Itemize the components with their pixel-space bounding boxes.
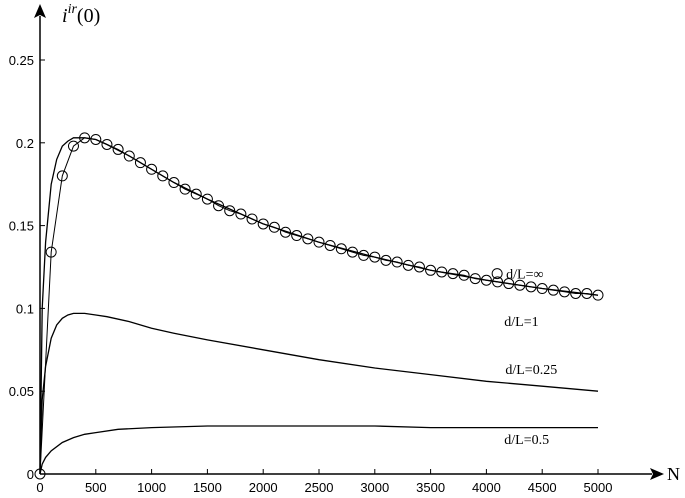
- data-point: [335, 243, 347, 255]
- data-point: [291, 230, 303, 242]
- data-point: [56, 170, 68, 182]
- series-3: [39, 312, 599, 475]
- data-point: [90, 133, 102, 145]
- curve-label: d/L=1: [504, 315, 538, 330]
- curve-label: d/L=∞: [506, 268, 543, 283]
- data-point: [235, 208, 247, 220]
- chart-ticks: 0 500 1000 1500 2000 2500 3000 3500 4000 4500 5000…: [9, 53, 613, 495]
- series-line: [39, 312, 599, 475]
- data-point: [67, 140, 79, 152]
- data-point: [123, 150, 135, 162]
- series-2: [39, 137, 599, 475]
- x-tick-label: 5000: [584, 480, 613, 495]
- y-tick-label: 0.05: [9, 384, 34, 399]
- y-axis-title: iir(0): [62, 2, 100, 27]
- curve-label: d/L=0.5: [504, 433, 549, 448]
- data-point: [492, 276, 504, 288]
- data-point: [157, 170, 169, 182]
- chart-annotations: d/L=∞ d/L=1 d/L=0.25 d/L=0.5: [491, 268, 557, 448]
- data-point: [268, 221, 280, 233]
- data-point: [257, 218, 269, 230]
- series-4: [39, 425, 598, 475]
- data-point: [391, 256, 403, 268]
- data-point: [168, 177, 180, 189]
- series-line: [39, 425, 598, 475]
- data-point: [101, 138, 113, 150]
- x-tick-label: 3000: [360, 480, 389, 495]
- chart-series: [34, 132, 604, 480]
- y-tick-label: 0: [27, 467, 34, 482]
- data-point: [480, 274, 492, 286]
- data-point: [503, 278, 515, 290]
- x-tick-label: 1000: [137, 480, 166, 495]
- data-point: [134, 157, 146, 169]
- data-point: [525, 281, 537, 293]
- series-line: [39, 137, 599, 475]
- x-tick-label: 3500: [416, 480, 445, 495]
- data-point: [402, 259, 414, 271]
- y-tick-label: 0.15: [9, 219, 34, 234]
- data-point: [425, 264, 437, 276]
- x-tick-label: 0: [36, 480, 43, 495]
- x-axis-arrow: [650, 468, 664, 480]
- data-point: [324, 239, 336, 251]
- data-point: [179, 183, 191, 195]
- series-line: [39, 137, 599, 475]
- x-tick-label: 1500: [193, 480, 222, 495]
- x-axis-title: N: [667, 464, 680, 484]
- curve-label: d/L=0.25: [505, 363, 557, 378]
- data-point: [201, 193, 213, 205]
- y-tick-label: 0.25: [9, 53, 34, 68]
- data-point: [112, 143, 124, 155]
- data-point: [313, 236, 325, 248]
- data-point: [369, 251, 381, 263]
- data-point: [146, 163, 158, 175]
- x-tick-label: 500: [85, 480, 107, 495]
- data-point: [514, 279, 526, 291]
- chart-axes: [34, 4, 664, 480]
- x-tick-label: 2500: [305, 480, 334, 495]
- x-tick-label: 4500: [528, 480, 557, 495]
- data-point: [302, 233, 314, 245]
- y-tick-label: 0.1: [16, 301, 34, 316]
- data-point: [190, 188, 202, 200]
- data-point: [246, 213, 258, 225]
- x-tick-label: 4000: [472, 480, 501, 495]
- x-tick-label: 2000: [249, 480, 278, 495]
- legend-marker: [491, 268, 503, 280]
- y-axis-arrow: [34, 4, 46, 18]
- y-tick-label: 0.2: [16, 136, 34, 151]
